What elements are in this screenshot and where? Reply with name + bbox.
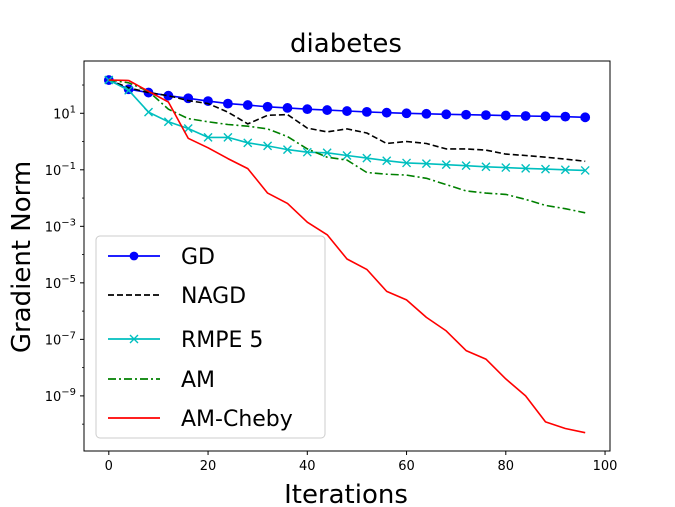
series-point-rmpe-5 [580,165,590,175]
series-point-gd [520,111,531,121]
series-point-rmpe-5 [521,163,531,173]
series-point-rmpe-5 [402,158,412,168]
series-point-rmpe-5 [441,160,451,170]
series-point-rmpe-5 [342,151,352,161]
series-point-rmpe-5 [461,161,471,171]
series-point-rmpe-5 [282,145,292,155]
y-tick-base: 10 [45,164,62,179]
series-point-gd [302,104,313,115]
legend-label-am-cheby: AM-Cheby [181,407,293,432]
series-point-gd [421,108,432,119]
series-line-nagd [108,79,586,163]
series-point-rmpe-5 [382,156,392,166]
y-tick-label: 101 [53,104,76,122]
y-tick-base: 10 [45,333,62,348]
series-point-rmpe-5 [540,164,550,174]
legend: GD NAGD RMPE 5 AM AM-Cheby [95,235,326,439]
y-tick-base: 10 [53,107,70,122]
series-point-rmpe-5 [481,162,491,172]
x-tick-label: 0 [105,459,113,474]
series-point-gd [540,111,551,122]
y-tick-exponent: −5 [61,274,76,285]
series-point-gd [223,98,233,109]
y-tick-label: 10−9 [45,387,76,405]
series-point-rmpe-5 [163,117,173,127]
series-point-rmpe-5 [124,85,134,95]
series-point-gd [361,106,372,117]
series-point-gd [381,107,392,118]
legend-marker-gd [129,251,139,261]
series-point-rmpe-5 [302,147,312,157]
series-line-am-cheby [108,79,586,434]
series-line-am [108,79,586,214]
series-point-gd [461,109,471,120]
x-tick-label: 60 [398,459,415,474]
y-tick-exponent: −1 [61,161,76,172]
series-point-rmpe-5 [223,132,233,142]
series-point-rmpe-5 [362,153,372,163]
series-point-gd [242,100,253,110]
series-point-gd [481,110,491,121]
plot-frame [83,60,611,452]
series-point-rmpe-5 [560,165,570,175]
series-point-gd [560,111,571,122]
y-tick-base: 10 [45,220,62,235]
series-point-gd [441,109,452,120]
legend-label-am: AM [181,368,215,393]
legend-frame [95,235,326,439]
series-point-gd [580,112,591,123]
legend-label-nagd: NAGD [181,284,246,309]
series-point-gd [262,101,273,112]
series-point-gd [401,108,412,119]
series-point-rmpe-5 [263,141,273,151]
plot-series-group [103,75,591,434]
y-tick-exponent: −9 [61,387,76,398]
y-tick-label: 10−3 [45,217,76,235]
series-point-gd [322,105,333,115]
y-tick-label: 10−1 [45,161,76,179]
y-tick-label: 10−5 [45,274,76,292]
series-point-rmpe-5 [421,159,431,169]
y-axis-label: Gradient Norm [7,161,37,353]
legend-label-rmpe-5: RMPE 5 [181,328,263,353]
x-axis-label: Iterations [284,480,408,507]
x-tick-label: 80 [498,459,515,474]
y-tick-label: 10−7 [45,330,76,348]
x-tick-label: 40 [299,459,316,474]
legend-marker-rmpe-5 [129,334,139,344]
y-tick-exponent: −3 [61,217,76,228]
chart-title: diabetes [290,29,402,59]
legend-label-gd: GD [181,245,215,270]
x-tick-label: 20 [200,459,217,474]
series-point-gd [282,103,293,113]
series-point-rmpe-5 [243,138,253,148]
x-tick-label: 100 [593,459,618,474]
series-point-rmpe-5 [183,123,193,133]
series-point-rmpe-5 [144,107,154,117]
series-point-rmpe-5 [203,132,213,142]
y-tick-base: 10 [45,390,62,405]
y-tick-exponent: −7 [61,330,76,341]
series-point-gd [500,110,511,121]
series-point-rmpe-5 [501,163,511,173]
series-point-gd [342,106,352,116]
y-tick-base: 10 [45,277,62,292]
y-tick-exponent: 1 [70,104,76,115]
series-point-rmpe-5 [322,148,332,158]
